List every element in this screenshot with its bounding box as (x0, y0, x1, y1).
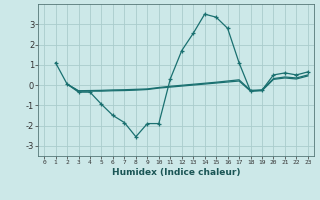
X-axis label: Humidex (Indice chaleur): Humidex (Indice chaleur) (112, 168, 240, 177)
